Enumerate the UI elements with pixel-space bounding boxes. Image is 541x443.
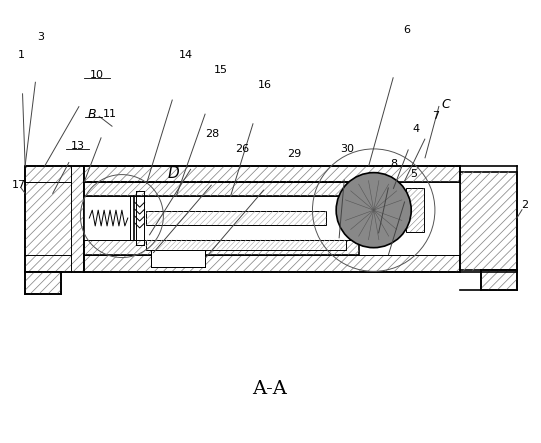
Text: 15: 15: [214, 65, 228, 75]
Bar: [150, 250, 205, 268]
Text: 16: 16: [258, 80, 272, 90]
Text: B: B: [88, 108, 97, 121]
Bar: [84, 255, 460, 272]
Bar: [25, 166, 84, 272]
Bar: [146, 211, 326, 225]
Text: 3: 3: [37, 32, 44, 43]
Text: 11: 11: [103, 109, 117, 119]
Text: 5: 5: [410, 169, 417, 179]
Bar: [84, 240, 359, 255]
Text: 6: 6: [403, 25, 410, 35]
Text: C: C: [441, 98, 450, 111]
Text: 2: 2: [521, 200, 529, 210]
Text: 30: 30: [340, 144, 354, 154]
Text: 29: 29: [288, 149, 302, 159]
Bar: [146, 240, 346, 250]
Bar: [84, 182, 359, 196]
Text: 8: 8: [390, 159, 397, 169]
Circle shape: [336, 173, 411, 248]
Bar: [84, 182, 460, 255]
Text: 13: 13: [70, 141, 84, 151]
Bar: [481, 270, 517, 290]
Bar: [460, 171, 517, 270]
Text: 4: 4: [413, 124, 420, 134]
Text: 1: 1: [18, 50, 25, 60]
Text: 28: 28: [206, 129, 220, 139]
Bar: [25, 272, 61, 294]
Text: 14: 14: [179, 50, 193, 60]
Text: D: D: [167, 166, 179, 181]
Text: 7: 7: [432, 111, 439, 121]
Text: 10: 10: [90, 70, 104, 80]
Bar: [84, 196, 359, 240]
Bar: [406, 188, 424, 232]
Text: A-A: A-A: [253, 380, 287, 398]
Text: 17: 17: [12, 180, 27, 190]
Text: 26: 26: [235, 144, 249, 154]
Bar: [84, 166, 460, 182]
